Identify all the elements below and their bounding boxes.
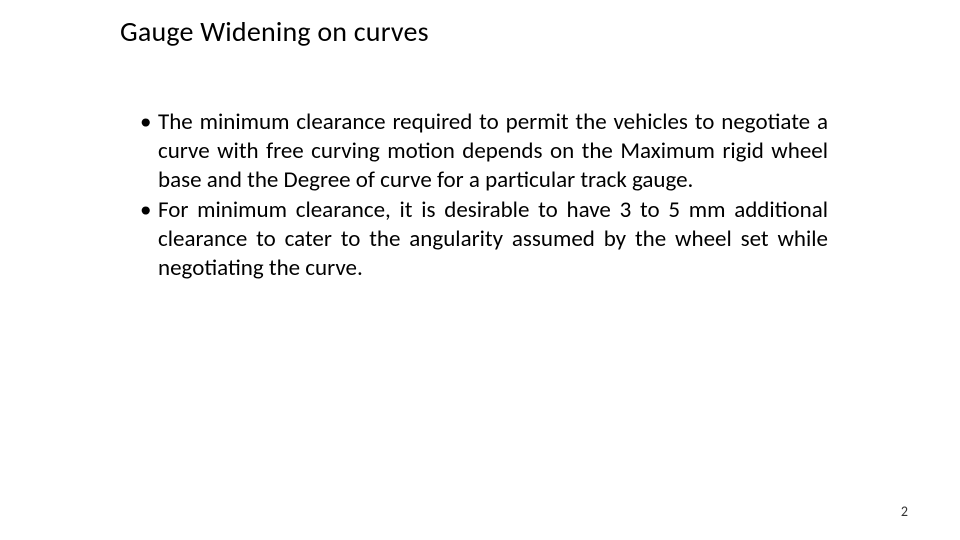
bullet-dot-icon: •: [140, 196, 158, 282]
bullet-dot-icon: •: [140, 108, 158, 194]
slide: Gauge Widening on curves • The minimum c…: [0, 0, 960, 540]
bullet-item: • For minimum clearance, it is desirable…: [140, 196, 828, 282]
page-number: 2: [901, 503, 908, 520]
bullet-item: • The minimum clearance required to perm…: [140, 108, 828, 194]
slide-body: • The minimum clearance required to perm…: [140, 108, 828, 285]
slide-title: Gauge Widening on curves: [120, 14, 429, 49]
bullet-text: The minimum clearance required to permit…: [158, 108, 828, 194]
bullet-text: For minimum clearance, it is desirable t…: [158, 196, 828, 282]
